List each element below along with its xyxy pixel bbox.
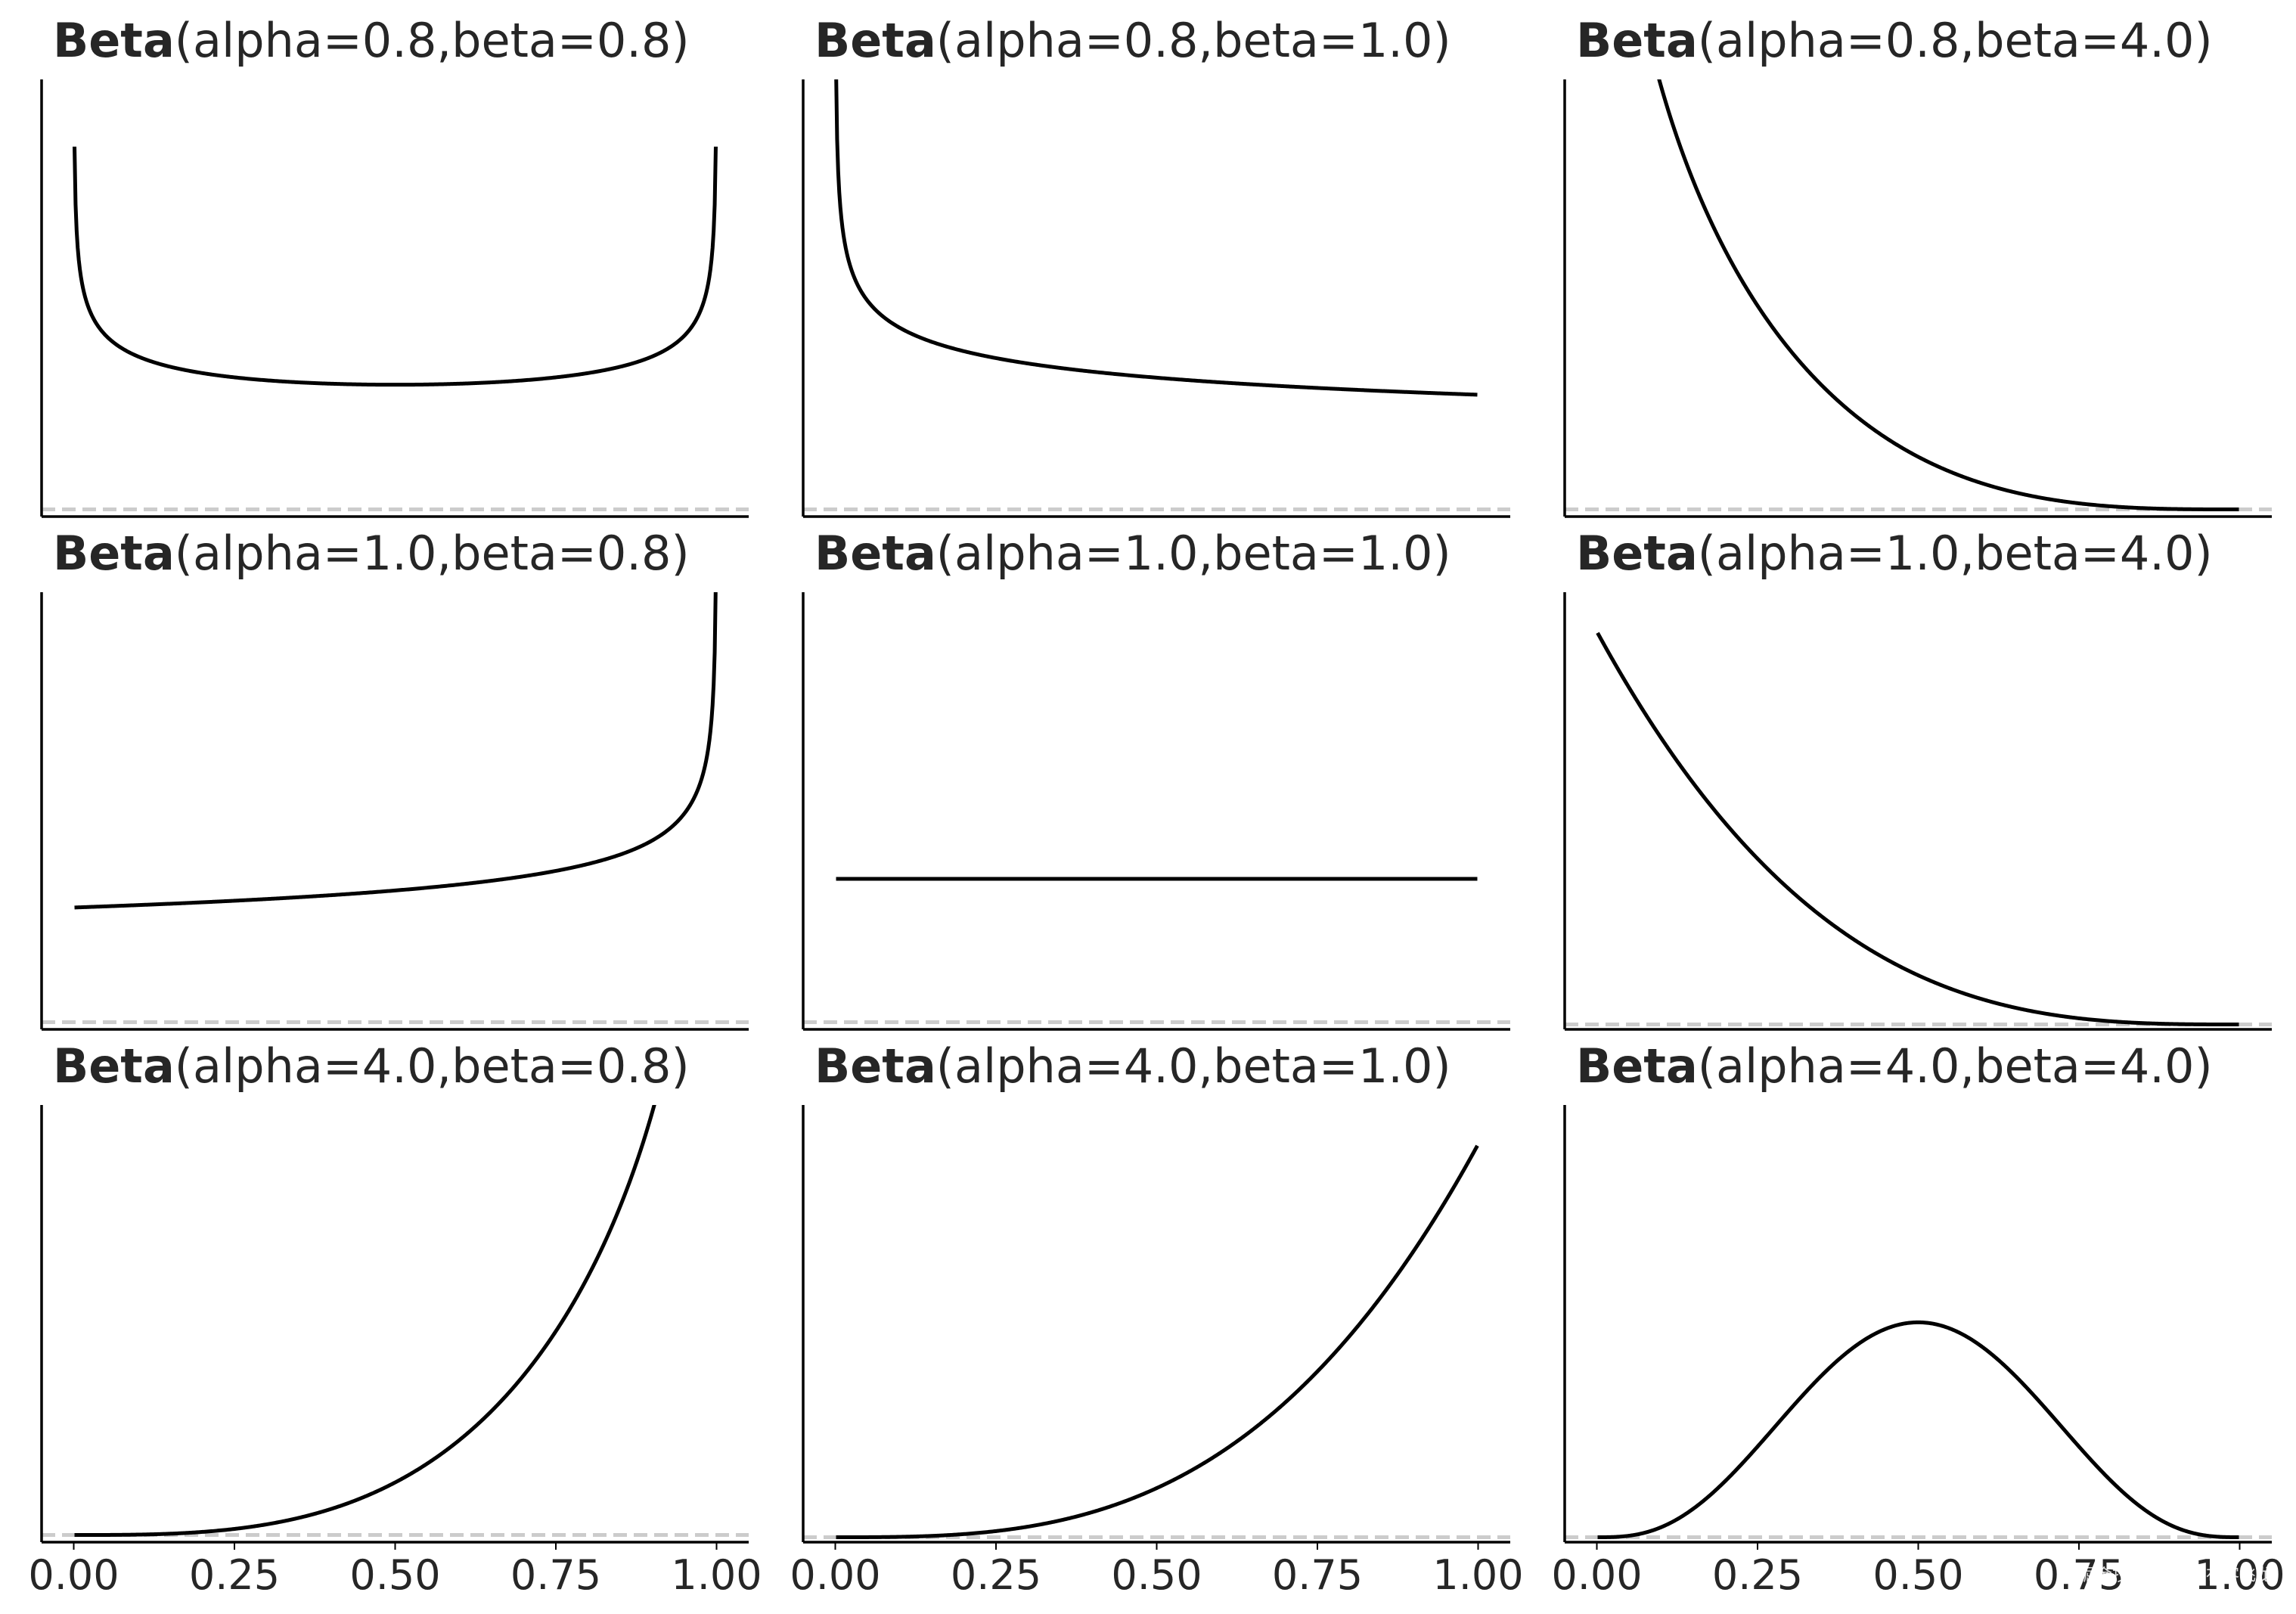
pdf-curve-series — [834, 79, 1478, 397]
x-tick-label: 1.00 — [1432, 1551, 1523, 1599]
x-tick-label: 0.75 — [510, 1551, 601, 1599]
panel-title-bold: Beta — [53, 1038, 175, 1094]
panel-1: Beta(alpha=0.8,beta=0.8) — [40, 13, 749, 518]
pdf-curve-series — [73, 1105, 656, 1538]
x-tick-label: 0.50 — [1111, 1551, 1202, 1599]
x-tick-label: 0.75 — [2034, 1551, 2124, 1599]
panel-6: Beta(alpha=1.0,beta=4.0) — [1563, 526, 2272, 1031]
panel-title-bold: Beta — [1576, 526, 1698, 581]
x-tick-label: 0.25 — [951, 1551, 1041, 1599]
panel-title-params: (alpha=4.0,beta=1.0) — [936, 1038, 1451, 1094]
panel-title-bold: Beta — [1576, 1038, 1698, 1094]
pdf-curve-series — [835, 1144, 1479, 1540]
x-tick-label: 1.00 — [671, 1551, 762, 1599]
panel-4: Beta(alpha=1.0,beta=0.8) — [40, 526, 749, 1031]
panel-title: Beta(alpha=1.0,beta=0.8) — [53, 526, 690, 581]
panel-title: Beta(alpha=0.8,beta=4.0) — [1576, 13, 2213, 68]
x-tick-label: 0.00 — [790, 1551, 880, 1599]
pdf-curve-series — [73, 146, 718, 387]
panel-title: Beta(alpha=0.8,beta=0.8) — [53, 13, 690, 68]
panel-title-bold: Beta — [814, 526, 936, 581]
x-tick-label: 0.25 — [189, 1551, 280, 1599]
panel-7: Beta(alpha=4.0,beta=0.8) 0.00 0.25 0.50 0.75… — [28, 1038, 762, 1599]
watermark-text: 掘金技术社区 @ 布客飞龙 — [2079, 1566, 2273, 1585]
x-tick-label: 1.00 — [2194, 1551, 2285, 1599]
x-tick-label: 0.50 — [349, 1551, 440, 1599]
panel-title-params: (alpha=1.0,beta=0.8) — [175, 526, 690, 581]
pdf-curve-series — [1596, 632, 2240, 1027]
pdf-curve-series — [73, 592, 718, 910]
panel-title: Beta(alpha=1.0,beta=1.0) — [814, 526, 1451, 581]
panel-9: Beta(alpha=4.0,beta=4.0) 0.00 0.25 0.50 0.75… — [1551, 1038, 2285, 1599]
panel-title-bold: Beta — [53, 13, 175, 68]
panel-title-params: (alpha=0.8,beta=1.0) — [936, 13, 1451, 68]
panel-title: Beta(alpha=4.0,beta=0.8) — [53, 1038, 690, 1094]
panel-title: Beta(alpha=0.8,beta=1.0) — [814, 13, 1451, 68]
x-tick-label: 0.25 — [1712, 1551, 1803, 1599]
panel-title-params: (alpha=1.0,beta=1.0) — [936, 526, 1451, 581]
pdf-curve-series — [1657, 79, 2240, 512]
panel-title-params: (alpha=1.0,beta=4.0) — [1698, 526, 2213, 581]
panel-title-params: (alpha=0.8,beta=0.8) — [175, 13, 690, 68]
x-tick-label: 0.00 — [1551, 1551, 1642, 1599]
panel-title: Beta(alpha=4.0,beta=1.0) — [814, 1038, 1451, 1094]
x-tick-label: 0.00 — [28, 1551, 119, 1599]
panel-title-bold: Beta — [814, 1038, 936, 1094]
panel-title-bold: Beta — [814, 13, 936, 68]
panel-title-params: (alpha=4.0,beta=0.8) — [175, 1038, 690, 1094]
x-tick-label: 0.50 — [1872, 1551, 1963, 1599]
panel-title-params: (alpha=4.0,beta=4.0) — [1698, 1038, 2213, 1094]
panel-title-params: (alpha=0.8,beta=4.0) — [1698, 13, 2213, 68]
x-tick-label: 0.75 — [1272, 1551, 1363, 1599]
pdf-curve-series — [1596, 1320, 2240, 1540]
panel-3: Beta(alpha=0.8,beta=4.0) — [1563, 13, 2272, 518]
panel-2: Beta(alpha=0.8,beta=1.0) — [802, 13, 1510, 518]
panel-8: Beta(alpha=4.0,beta=1.0) 0.00 0.25 0.50 0.75… — [790, 1038, 1523, 1599]
panel-title-bold: Beta — [1576, 13, 1698, 68]
panel-title: Beta(alpha=4.0,beta=4.0) — [1576, 1038, 2213, 1094]
panel-title-bold: Beta — [53, 526, 175, 581]
panel-title: Beta(alpha=1.0,beta=4.0) — [1576, 526, 2213, 581]
panel-5: Beta(alpha=1.0,beta=1.0) — [802, 526, 1510, 1031]
